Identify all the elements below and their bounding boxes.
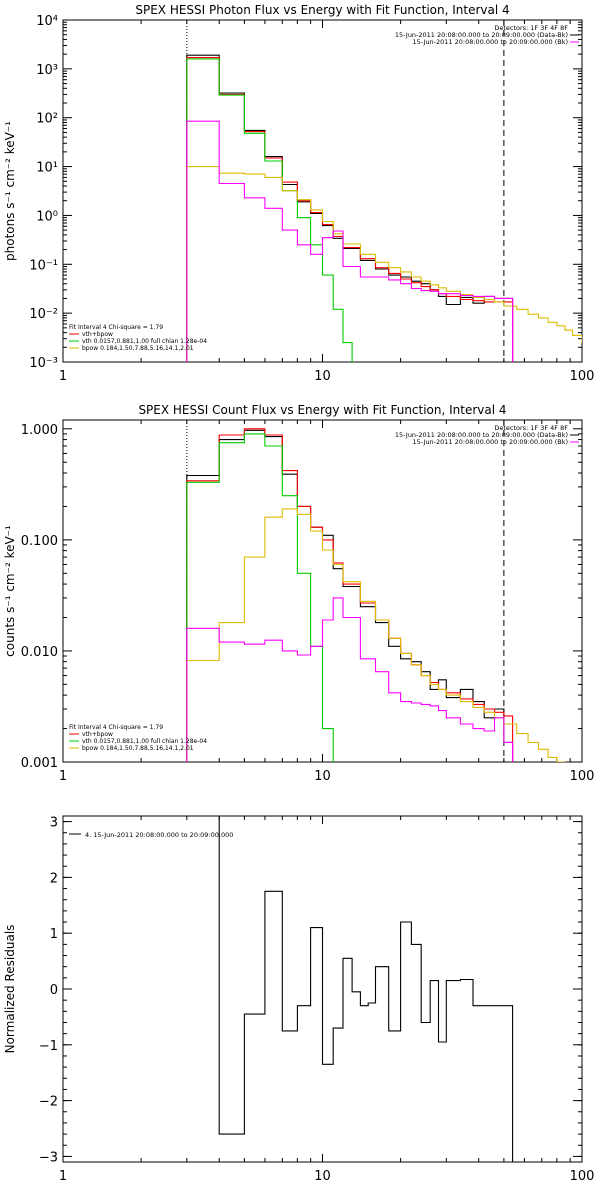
legend-top: 4. 15-Jun-2011 20:08:00.000 to 20:09:00.… <box>69 831 233 839</box>
legend-entry: 15-Jun-2011 20:08:00.000 to 20:09:00.000… <box>395 431 568 439</box>
x-tick-label: 10 <box>314 369 331 384</box>
series-data <box>186 429 514 762</box>
photon-flux-panel: SPEX HESSI Photon Flux vs Energy with Fi… <box>3 3 594 384</box>
legend-entry: Fit Interval 4 Chi-square = 1.79 <box>69 724 163 731</box>
legend-entry: Fit Interval 4 Chi-square = 1.79 <box>69 324 163 331</box>
x-tick-label: 100 <box>570 769 595 784</box>
series-background <box>186 120 514 362</box>
y-tick-label: −3 <box>39 1150 58 1165</box>
legend-entry: vth+bpow <box>82 731 113 738</box>
legend-entry: vth+bpow <box>82 331 113 338</box>
legend-entry: 15-Jun-2011 20:08:00.000 to 20:09:00.000… <box>413 438 568 446</box>
series-bpow <box>186 508 566 762</box>
legend-entry: 15-Jun-2011 20:08:00.000 to 20:09:00.000… <box>395 31 568 39</box>
x-tick-label: 10 <box>314 769 331 784</box>
legend-entry: vth 0.0157,0.881,1.00 full chian 1.28e-0… <box>82 738 207 745</box>
y-tick-label: 10² <box>36 112 58 127</box>
chart-title: SPEX HESSI Count Flux vs Energy with Fit… <box>138 403 506 417</box>
series-residuals <box>186 816 514 1162</box>
x-tick-label: 10 <box>314 1169 331 1184</box>
y-tick-label: 10³ <box>36 63 58 78</box>
y-tick-label: 1.000 <box>21 423 58 438</box>
y-tick-label: 0 <box>50 983 58 998</box>
y-tick-label: 1 <box>50 927 58 942</box>
legend-entry: vth 0.0157,0.881,1.00 full chian 1.28e-0… <box>82 338 207 345</box>
series-data <box>186 54 514 362</box>
legend-entry: 15-Jun-2011 20:08:00.000 to 20:09:00.000… <box>413 38 568 46</box>
legend-entry: Detectors: 1F 3F 4F 8F <box>494 424 568 432</box>
y-tick-label: 10¹ <box>36 161 58 176</box>
legend-entry: bpow 0.184,1.50,7.88,5.16,14.1,2.01 <box>82 345 194 352</box>
x-tick-label: 1 <box>59 369 67 384</box>
legend-entry: bpow 0.184,1.50,7.88,5.16,14.1,2.01 <box>82 745 194 752</box>
y-tick-label: 10⁻² <box>29 307 58 322</box>
y-tick-label: 10⁰ <box>36 209 58 224</box>
x-tick-label: 1 <box>59 1169 67 1184</box>
y-tick-label: 10⁴ <box>36 14 58 29</box>
series-vth <box>186 58 353 362</box>
y-axis-label: counts s⁻¹ cm⁻² keV⁻¹ <box>3 525 17 657</box>
x-tick-label: 1 <box>59 769 67 784</box>
y-tick-label: −2 <box>39 1095 58 1110</box>
y-axis-label: photons s⁻¹ cm⁻² keV⁻¹ <box>3 121 17 261</box>
y-tick-label: 0.010 <box>21 645 58 660</box>
y-tick-label: −1 <box>39 1039 58 1054</box>
x-tick-label: 100 <box>570 1169 595 1184</box>
series-background <box>186 597 514 762</box>
series-vth-bpow <box>186 428 514 762</box>
x-tick-label: 100 <box>570 369 595 384</box>
series-vth-bpow <box>186 57 514 362</box>
legend-bottom: Fit Interval 4 Chi-square = 1.79vth+bpow… <box>69 724 207 752</box>
chart-title: SPEX HESSI Photon Flux vs Energy with Fi… <box>135 3 509 17</box>
series-vth <box>186 433 334 762</box>
y-axis-label: Normalized Residuals <box>3 925 17 1054</box>
y-tick-label: 10⁻¹ <box>29 258 58 273</box>
y-tick-label: 10⁻³ <box>29 356 58 371</box>
legend-entry: Detectors: 1F 3F 4F 8F <box>494 24 568 32</box>
y-tick-label: 0.001 <box>21 756 58 771</box>
residuals-panel: Normalized Residuals 1 10 100 −3 −2 −1 0 1 2 3 4. 1… <box>3 815 595 1184</box>
y-tick-label: 0.100 <box>21 534 58 549</box>
series-bpow <box>186 166 582 362</box>
y-tick-label: 2 <box>50 871 58 886</box>
y-tick-label: 3 <box>50 816 58 831</box>
legend-bottom: Fit Interval 4 Chi-square = 1.79vth+bpow… <box>69 324 207 352</box>
count-flux-panel: SPEX HESSI Count Flux vs Energy with Fit… <box>3 403 594 784</box>
legend-entry: 4. 15-Jun-2011 20:08:00.000 to 20:09:00.… <box>85 831 233 839</box>
